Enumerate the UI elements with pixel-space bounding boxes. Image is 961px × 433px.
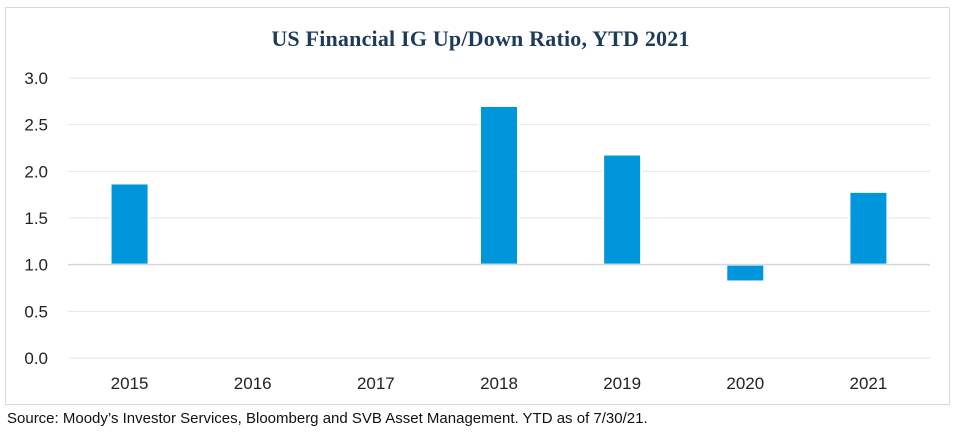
bar xyxy=(479,105,519,266)
y-tick-label: 0.5 xyxy=(24,302,48,321)
x-tick-label: 2018 xyxy=(480,374,518,393)
bar xyxy=(602,153,643,266)
chart-title: US Financial IG Up/Down Ratio, YTD 2021 xyxy=(271,26,690,51)
x-tick-label: 2019 xyxy=(603,374,641,393)
bar xyxy=(848,190,889,266)
y-tick-label: 2.5 xyxy=(24,116,48,135)
bar xyxy=(725,263,766,283)
source-note: Source: Moody’s Investor Services, Bloom… xyxy=(7,410,648,427)
chart-frame xyxy=(5,7,950,405)
bar xyxy=(109,182,150,266)
x-tick-label: 2021 xyxy=(850,374,888,393)
x-tick-label: 2017 xyxy=(357,374,395,393)
y-tick-label: 0.0 xyxy=(24,349,48,368)
y-tick-label: 2.0 xyxy=(24,162,48,181)
x-tick-label: 2015 xyxy=(111,374,149,393)
y-tick-label: 1.0 xyxy=(24,256,48,275)
x-tick-label: 2020 xyxy=(726,374,764,393)
y-tick-label: 1.5 xyxy=(24,209,48,228)
x-tick-label: 2016 xyxy=(234,374,272,393)
y-tick-label: 3.0 xyxy=(24,69,48,88)
